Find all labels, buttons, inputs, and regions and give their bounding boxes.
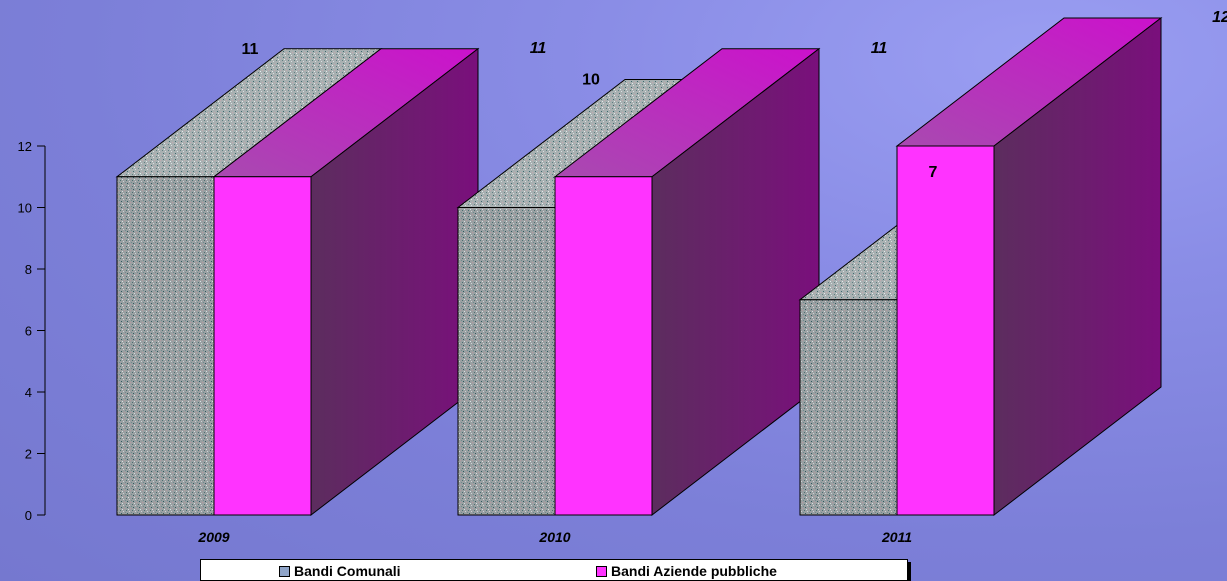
- x-category-label-2009: 2009: [197, 529, 229, 545]
- bar-front-face: [799, 299, 898, 516]
- bar-front-face: [896, 145, 995, 516]
- data-label-2010-series-2: 11: [871, 40, 888, 57]
- data-label-2009-series-1: 11: [242, 41, 259, 58]
- legend-label-series-2: Bandi Aziende pubbliche: [611, 563, 777, 579]
- y-tick-label: 8: [25, 262, 32, 277]
- y-tick-label: 4: [25, 385, 32, 400]
- x-category-label-2011: 2011: [881, 529, 912, 545]
- y-tick-label: 6: [25, 324, 32, 339]
- y-tick-label: 2: [25, 447, 32, 462]
- bar-2009-series-2: [212, 47, 480, 517]
- bar-front-face: [116, 176, 215, 516]
- data-label-2011-series-2: 12: [1212, 9, 1227, 26]
- data-label-2010-series-1: 10: [582, 72, 600, 89]
- legend-swatch-series-1: [279, 565, 290, 577]
- bar-2010-series-2: [553, 47, 821, 517]
- x-axis-labels: 2009 2010 2011: [197, 529, 912, 545]
- bar-2011-series-2: [895, 16, 1163, 517]
- y-axis: 0 2 4 6 8 10 12: [18, 139, 46, 523]
- data-label-2009-series-2: 11: [530, 40, 547, 57]
- x-category-label-2010: 2010: [538, 529, 570, 545]
- legend-label-series-1: Bandi Comunali: [294, 563, 401, 579]
- y-tick-label: 12: [18, 139, 32, 154]
- legend-item-series-2: Bandi Aziende pubbliche: [596, 563, 777, 579]
- legend-item-series-1: Bandi Comunali: [279, 563, 401, 579]
- bar-front-face: [457, 207, 556, 516]
- y-tick-label: 0: [25, 508, 32, 523]
- legend: Bandi Comunali Bandi Aziende pubbliche: [200, 559, 908, 581]
- y-tick-label: 10: [18, 201, 32, 216]
- bar-front-face: [213, 176, 312, 516]
- bar-front-face: [554, 176, 653, 516]
- bar-2009-series-1: [115, 48, 383, 516]
- bars: [115, 16, 1163, 517]
- legend-swatch-series-2: [596, 565, 607, 577]
- data-labels: 11 11 10 11 7 12: [242, 9, 1227, 181]
- data-label-2011-series-1: 7: [929, 164, 938, 181]
